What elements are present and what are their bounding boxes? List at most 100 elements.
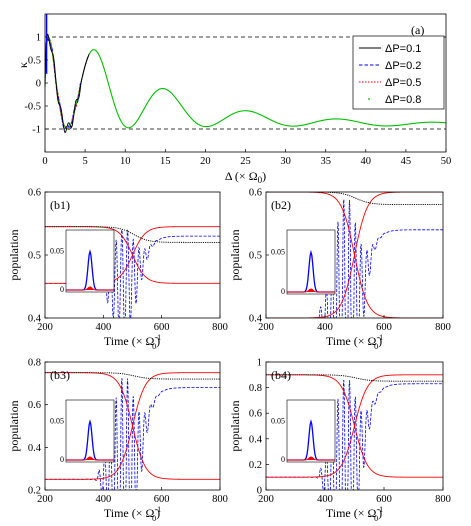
panel-b4: 200 400 600 800 0 0.2 0.4 0.6 0.8 1 Time (× Ω-1 0) p… bbox=[228, 358, 451, 524]
y-tick-label: 0.6 bbox=[28, 400, 41, 411]
y-tick-label: 0.4 bbox=[249, 314, 263, 325]
inset-frame bbox=[286, 399, 336, 463]
x-tick-label: 20 bbox=[200, 156, 211, 167]
x-tick-label: 600 bbox=[154, 494, 170, 505]
series-black bbox=[45, 226, 220, 243]
y-axis-label: population bbox=[228, 400, 242, 451]
x-axis-label-close: ) bbox=[156, 506, 160, 520]
x-axis-label-sup: -1 bbox=[154, 505, 161, 514]
y-axis-label: κ bbox=[16, 62, 30, 68]
x-tick-label: 30 bbox=[280, 156, 291, 167]
y-tick-label: 0.4 bbox=[28, 443, 42, 454]
y-tick-label: 0.5 bbox=[28, 251, 41, 262]
x-axis-label-close: ) bbox=[378, 334, 382, 348]
plot-area bbox=[266, 374, 443, 490]
x-tick-label: 600 bbox=[376, 494, 392, 505]
x-axis-label: Time (× Ω-1 0) bbox=[326, 505, 383, 523]
x-axis-label-main: Time (× Ω bbox=[104, 334, 155, 348]
x-tick-label: 800 bbox=[212, 322, 228, 333]
x-tick-label: 400 bbox=[95, 494, 111, 505]
x-tick-label: 200 bbox=[37, 494, 53, 505]
panel-label: (b2) bbox=[271, 198, 291, 212]
legend-entry: ΔP=0.2 bbox=[385, 60, 421, 72]
y-tick-label: 0.2 bbox=[249, 460, 262, 471]
panel-label: (a) bbox=[411, 23, 424, 37]
panel-label: (b4) bbox=[271, 368, 291, 382]
x-axis-label-main: Time (× Ω bbox=[104, 506, 155, 520]
y-tick-label: 0 bbox=[36, 79, 41, 90]
x-tick-label: 45 bbox=[401, 156, 412, 167]
inset-frame bbox=[286, 229, 336, 295]
y-tick-label: 0.4 bbox=[249, 434, 263, 445]
x-tick-label: 600 bbox=[376, 322, 392, 333]
x-tick-label: 800 bbox=[435, 322, 451, 333]
y-tick-label: 0.8 bbox=[249, 383, 262, 394]
y-tick-label: 0.4 bbox=[28, 314, 42, 325]
x-tick-label: 400 bbox=[95, 322, 111, 333]
legend-entry: ΔP=0.5 bbox=[385, 77, 421, 89]
y-tick-label: -1 bbox=[32, 125, 41, 136]
inset-peak-red bbox=[287, 456, 335, 461]
x-axis-label-main: Time (× Ω bbox=[326, 506, 377, 520]
series-black bbox=[266, 192, 443, 206]
inset-tick-label: 0.05 bbox=[50, 417, 64, 426]
x-axis-label-sub: 0 bbox=[258, 175, 263, 185]
inset-tick-label: 0 bbox=[60, 285, 64, 294]
x-tick-label: 200 bbox=[258, 494, 274, 505]
plot-area bbox=[45, 372, 220, 490]
x-tick-label: 5 bbox=[82, 156, 87, 167]
x-axis-label-sub: 0 bbox=[374, 342, 378, 351]
x-tick-label: 200 bbox=[258, 322, 274, 333]
y-tick-label: 0.6 bbox=[249, 188, 262, 199]
x-tick-label: 50 bbox=[441, 156, 452, 167]
y-tick-label: 0.8 bbox=[28, 358, 41, 369]
y-tick-label: 0.6 bbox=[28, 188, 41, 199]
x-axis-label: Time (× Ω-1 0) bbox=[104, 505, 161, 523]
y-axis-label: population bbox=[7, 400, 21, 451]
x-tick-label: 25 bbox=[240, 156, 251, 167]
panel-label: (b1) bbox=[50, 198, 70, 212]
legend-swatch bbox=[368, 98, 370, 100]
inset-tick-label: 0 bbox=[60, 455, 64, 464]
panel-a: 0 5 10 15 20 25 30 35 40 45 50-1-0.500.51Δ (× Ω0)κ… bbox=[16, 13, 452, 185]
inset-frame bbox=[65, 399, 115, 463]
y-axis-label: population bbox=[228, 229, 242, 280]
legend-entry: ΔP=0.1 bbox=[385, 43, 421, 55]
y-tick-label: 0.6 bbox=[249, 409, 262, 420]
x-tick-label: 400 bbox=[317, 494, 333, 505]
inset-tick-label: 0 bbox=[281, 287, 285, 296]
x-axis-label-sub: 0 bbox=[152, 514, 156, 523]
x-tick-label: 15 bbox=[160, 156, 171, 167]
x-axis-label: Time (× Ω-1 0) bbox=[104, 333, 161, 351]
x-axis-label-sup: -1 bbox=[154, 333, 161, 342]
series-black bbox=[45, 372, 220, 380]
y-tick-label: 1 bbox=[36, 33, 41, 44]
x-axis-label-sup: -1 bbox=[376, 333, 383, 342]
x-axis-label-close: ) bbox=[156, 334, 160, 348]
x-tick-label: 800 bbox=[435, 494, 451, 505]
axes-frame bbox=[265, 361, 444, 491]
x-axis-label-sub: 0 bbox=[152, 342, 156, 351]
axes-frame bbox=[44, 361, 221, 491]
y-tick-label: 0.5 bbox=[249, 251, 262, 262]
x-axis-label-sub: 0 bbox=[374, 514, 378, 523]
x-axis-label-main: Δ (× Ω bbox=[225, 169, 258, 183]
inset-peak-red bbox=[66, 456, 114, 461]
y-axis-label: population bbox=[7, 229, 21, 280]
inset-tick-label: 0.05 bbox=[271, 247, 285, 256]
y-tick-label: 1 bbox=[257, 358, 262, 369]
x-tick-label: 40 bbox=[361, 156, 372, 167]
legend-entry: ΔP=0.8 bbox=[385, 94, 421, 106]
x-axis-label: Δ (× Ω0) bbox=[225, 169, 266, 185]
series-black bbox=[266, 374, 443, 382]
x-tick-label: 0 bbox=[42, 156, 47, 167]
x-axis-label-close: ) bbox=[378, 506, 382, 520]
inset-peak-red bbox=[287, 288, 335, 293]
x-axis-label-main: Time (× Ω bbox=[326, 334, 377, 348]
series-blue bbox=[266, 199, 443, 318]
x-tick-label: 200 bbox=[37, 322, 53, 333]
x-tick-label: 400 bbox=[317, 322, 333, 333]
